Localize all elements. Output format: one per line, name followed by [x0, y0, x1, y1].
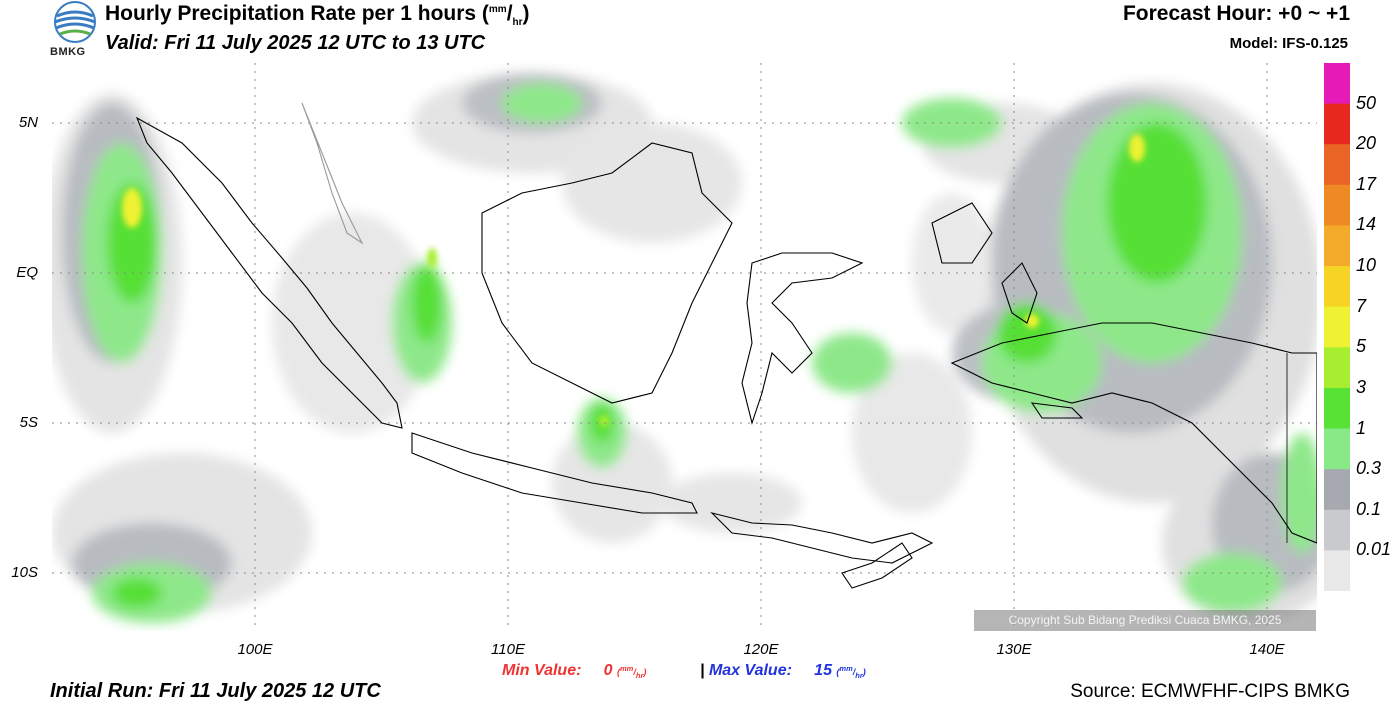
lon-label: 110E [491, 641, 525, 658]
logo-text: BMKG [50, 46, 86, 58]
lon-label: 130E [996, 641, 1032, 658]
model-label: Model: IFS-0.125 [1229, 35, 1348, 52]
lon-label: 120E [743, 641, 779, 658]
colorbar-level-label: 0.1 [1356, 498, 1382, 519]
bmkg-logo-icon [54, 1, 96, 43]
colorbar-swatch [1324, 509, 1350, 551]
colorbar-level-label: 10 [1356, 255, 1377, 276]
min-value: Min Value: 0 (mm/hr) [502, 662, 647, 680]
colorbar-swatch [1324, 225, 1350, 267]
lon-label: 100E [237, 641, 273, 658]
colorbar-swatch [1324, 63, 1350, 105]
initial-run: Initial Run: Fri 11 July 2025 12 UTC [50, 680, 381, 702]
colorbar-swatch [1324, 103, 1350, 145]
max-value: | Max Value: 15 (mm/hr) [700, 662, 866, 680]
colorbar-level-label: 1 [1356, 417, 1367, 438]
colorbar-swatch [1324, 347, 1350, 389]
colorbar-swatch [1324, 184, 1350, 226]
colorbar-swatch [1324, 387, 1350, 430]
colorbar-level-label: 17 [1356, 173, 1377, 194]
colorbar-level-label: 20 [1356, 133, 1377, 154]
coastlines [135, 102, 1317, 589]
precipitation-map [52, 63, 1317, 631]
colorbar-swatch [1324, 428, 1350, 470]
copyright-notice: Copyright Sub Bidang Prediksi Cuaca BMKG… [974, 610, 1316, 631]
data-source: Source: ECMWFHF-CIPS BMKG [1070, 681, 1350, 702]
precipitation-field [52, 73, 1317, 623]
colorbar-level-label: 0.01 [1356, 539, 1392, 560]
colorbar-level-label: 7 [1356, 295, 1367, 316]
colorbar-level-label: 50 [1356, 92, 1377, 113]
colorbar-swatch [1324, 469, 1350, 511]
colorbar-level-label: 3 [1356, 376, 1367, 397]
lat-label: 5N [18, 114, 38, 131]
colorbar-level-label: 5 [1356, 336, 1367, 357]
map-title: Hourly Precipitation Rate per 1 hours (m… [105, 2, 530, 29]
lat-label: 5S [19, 414, 38, 431]
forecast-hour: Forecast Hour: +0 ~ +1 [1122, 2, 1350, 25]
colorbar-swatch [1324, 266, 1350, 308]
lat-label: EQ [16, 264, 38, 281]
lon-label: 140E [1249, 641, 1285, 658]
lat-label: 10S [11, 564, 38, 581]
colorbar-swatch [1324, 550, 1350, 591]
colorbar-level-label: 0.3 [1356, 458, 1382, 479]
colorbar-level-label: 14 [1356, 214, 1377, 235]
colorbar-swatch [1324, 144, 1350, 186]
colorbar-swatch [1324, 306, 1350, 348]
colorbar [1324, 63, 1350, 591]
valid-time: Valid: Fri 11 July 2025 12 UTC to 13 UTC [105, 32, 486, 54]
